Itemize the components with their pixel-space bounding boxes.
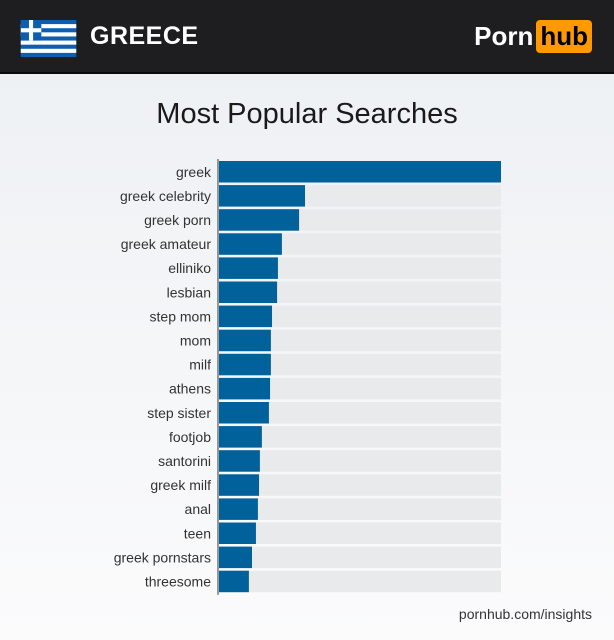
category-label: greek celebrity (120, 188, 211, 204)
bar-lesbian (219, 281, 278, 303)
category-label: greek (176, 164, 212, 180)
category-label: greek pornstars (114, 549, 211, 565)
bar-santorini (219, 450, 260, 472)
bar-track (219, 402, 501, 424)
bar-threesome (219, 570, 249, 593)
bar-track (219, 426, 501, 448)
category-label: threesome (145, 573, 211, 589)
category-label: mom (180, 332, 211, 348)
bar-track (219, 474, 501, 496)
bar-track (219, 522, 501, 544)
bar-track (219, 257, 501, 279)
category-label: footjob (169, 429, 211, 445)
header: GREECE Porn hub (0, 0, 614, 74)
bar-track (219, 377, 501, 400)
bar-greek-milf (219, 474, 260, 496)
bar-track (219, 498, 501, 520)
bar-athens (219, 377, 271, 400)
bar-anal (219, 498, 258, 520)
bar-track (219, 353, 501, 376)
pornhub-logo: Porn hub (474, 20, 592, 53)
bar-greek-pornstars (219, 546, 252, 569)
category-label: step sister (147, 405, 211, 421)
bar-greek-celebrity (219, 185, 306, 207)
chart-title: Most Popular Searches (156, 98, 458, 130)
logo-text-left: Porn (474, 21, 534, 51)
logo-text-right: hub (536, 20, 592, 53)
bar-track (219, 281, 501, 303)
bar-track (219, 305, 501, 328)
bar-teen (219, 522, 256, 544)
bar-step-sister (219, 402, 269, 424)
bar-greek-porn (219, 209, 300, 231)
bar-step-mom (219, 305, 273, 328)
bar-track (219, 233, 501, 255)
bar-milf (219, 353, 271, 376)
category-label: milf (189, 357, 211, 373)
bar-greek (219, 161, 501, 183)
category-label: athens (169, 381, 211, 397)
bar-elliniko (219, 257, 278, 279)
category-label: teen (184, 525, 211, 541)
category-label: step mom (150, 308, 211, 324)
bar-track (219, 546, 501, 569)
bar-mom (219, 329, 271, 352)
category-label: anal (185, 501, 211, 517)
bar-footjob (219, 426, 262, 448)
category-label: lesbian (167, 284, 211, 300)
bar-track (219, 570, 501, 593)
bar-track (219, 450, 501, 472)
category-label: greek porn (144, 212, 211, 228)
bar-greek-amateur (219, 233, 282, 255)
bar-track (219, 329, 501, 352)
country-name: GREECE (90, 22, 199, 50)
category-label: greek milf (150, 477, 211, 493)
greece-flag-icon (20, 20, 77, 57)
category-label: elliniko (168, 260, 211, 276)
category-label: santorini (158, 453, 211, 469)
source-link[interactable]: pornhub.com/insights (458, 606, 592, 622)
category-label: greek amateur (121, 236, 212, 252)
